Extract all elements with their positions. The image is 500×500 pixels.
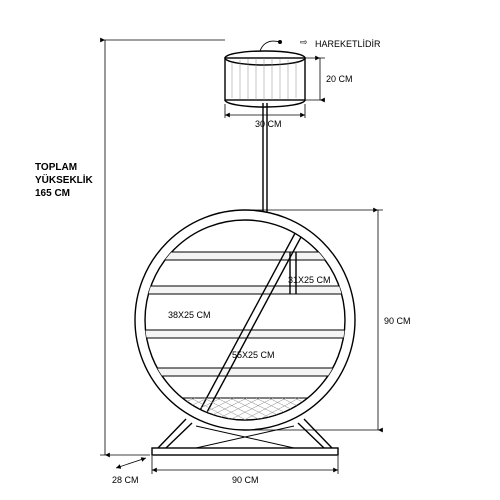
circle-shelf-unit [135, 210, 355, 430]
label-total-l1: TOPLAM [35, 162, 77, 173]
dim-circle-height: 90 CM [245, 210, 411, 430]
label-circle-h: 90 CM [384, 316, 411, 326]
shelf-2 [145, 286, 345, 294]
shelf-4 [150, 368, 340, 376]
label-lamp-w: 30 CM [255, 119, 282, 129]
base-legs [152, 419, 338, 455]
label-shelf-31: 31X25 CM [288, 275, 331, 285]
shelf-top [150, 252, 340, 260]
label-shelf-38: 38X25 CM [168, 310, 211, 320]
furniture-diagram: TOPLAM YÜKSEKLİK 165 CM ⇨ HAREKETLİDİR [0, 0, 500, 500]
lamp-shade: ⇨ HAREKETLİDİR [225, 37, 381, 107]
label-movable: HAREKETLİDİR [315, 39, 381, 49]
svg-text:⇨: ⇨ [300, 37, 308, 47]
label-total-l3: 165 CM [35, 188, 70, 199]
dim-total-height: TOPLAM YÜKSEKLİK 165 CM [35, 40, 225, 455]
label-total-l2: YÜKSEKLİK [35, 173, 94, 186]
dim-depth: 28 CM [112, 458, 146, 485]
label-shelf-55: 55X25 CM [232, 350, 275, 360]
label-depth: 28 CM [112, 475, 139, 485]
shelf-3 [145, 330, 345, 338]
label-base-w: 90 CM [232, 475, 259, 485]
dim-lamp-width: 30 CM [225, 104, 305, 129]
dim-base-width: 90 CM [152, 456, 338, 485]
label-lamp-h: 20 CM [326, 74, 353, 84]
dim-lamp-height: 20 CM [305, 58, 353, 100]
